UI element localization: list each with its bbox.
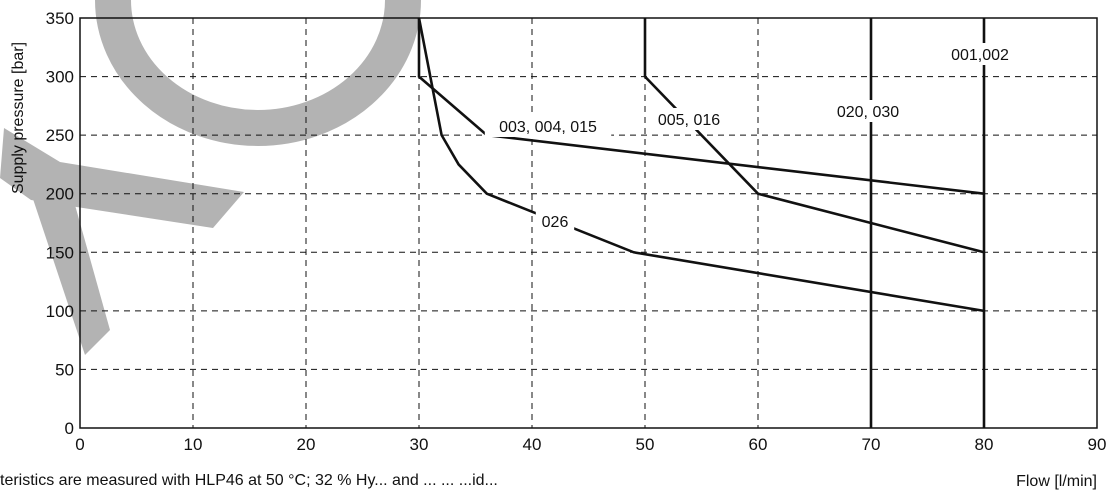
series-line — [643, 18, 985, 254]
watermark-arc — [95, 0, 421, 146]
series-label-bg — [826, 100, 910, 122]
footnote: teristics are measured with HLP46 at 50 … — [0, 472, 498, 489]
x-tick-label: 90 — [1088, 435, 1107, 454]
y-tick-label: 0 — [65, 419, 74, 438]
y-tick-label: 350 — [46, 9, 74, 28]
watermark-stroke — [30, 180, 110, 355]
series-label-bg — [484, 115, 612, 137]
y-tick-label: 100 — [46, 302, 74, 321]
watermark-bar — [0, 128, 244, 228]
series-label: 026 — [542, 214, 569, 231]
watermark — [0, 0, 421, 355]
series-layer — [417, 17, 986, 428]
x-tick-label: 70 — [862, 435, 881, 454]
x-tick-label: 0 — [75, 435, 84, 454]
series-label: 005, 016 — [658, 112, 720, 129]
x-tick-label: 50 — [636, 435, 655, 454]
series-label: 001,002 — [951, 47, 1009, 64]
y-tick-label: 50 — [55, 360, 74, 379]
grid — [80, 18, 1097, 428]
series-line — [417, 18, 985, 195]
y-tick-label: 300 — [46, 68, 74, 87]
y-tick-label: 150 — [46, 243, 74, 262]
series-line — [417, 17, 985, 313]
y-tick-label: 200 — [46, 185, 74, 204]
series-label: 003, 004, 015 — [499, 119, 597, 136]
series-label-bg — [647, 108, 731, 130]
x-tick-label: 10 — [184, 435, 203, 454]
x-tick-label: 30 — [410, 435, 429, 454]
series-label-bg — [535, 210, 575, 232]
y-tick-label: 250 — [46, 126, 74, 145]
x-tick-label: 60 — [749, 435, 768, 454]
x-tick-label: 80 — [975, 435, 994, 454]
series-label-bg — [943, 43, 1017, 65]
x-axis-label: Flow [l/min] — [1016, 473, 1097, 490]
x-tick-label: 20 — [297, 435, 316, 454]
plot-frame — [79, 17, 1098, 429]
series-labels: 001,002 020, 030 005, 016 003, 004, 015 026 — [484, 43, 1017, 232]
series-label: 020, 030 — [837, 104, 899, 121]
y-axis-label: Supply pressure [bar] — [10, 42, 27, 194]
tick-labels: 0 10 20 30 40 50 60 70 80 90 0 50 100 150 200 250 300 350 — [46, 9, 1107, 454]
x-tick-label: 40 — [523, 435, 542, 454]
